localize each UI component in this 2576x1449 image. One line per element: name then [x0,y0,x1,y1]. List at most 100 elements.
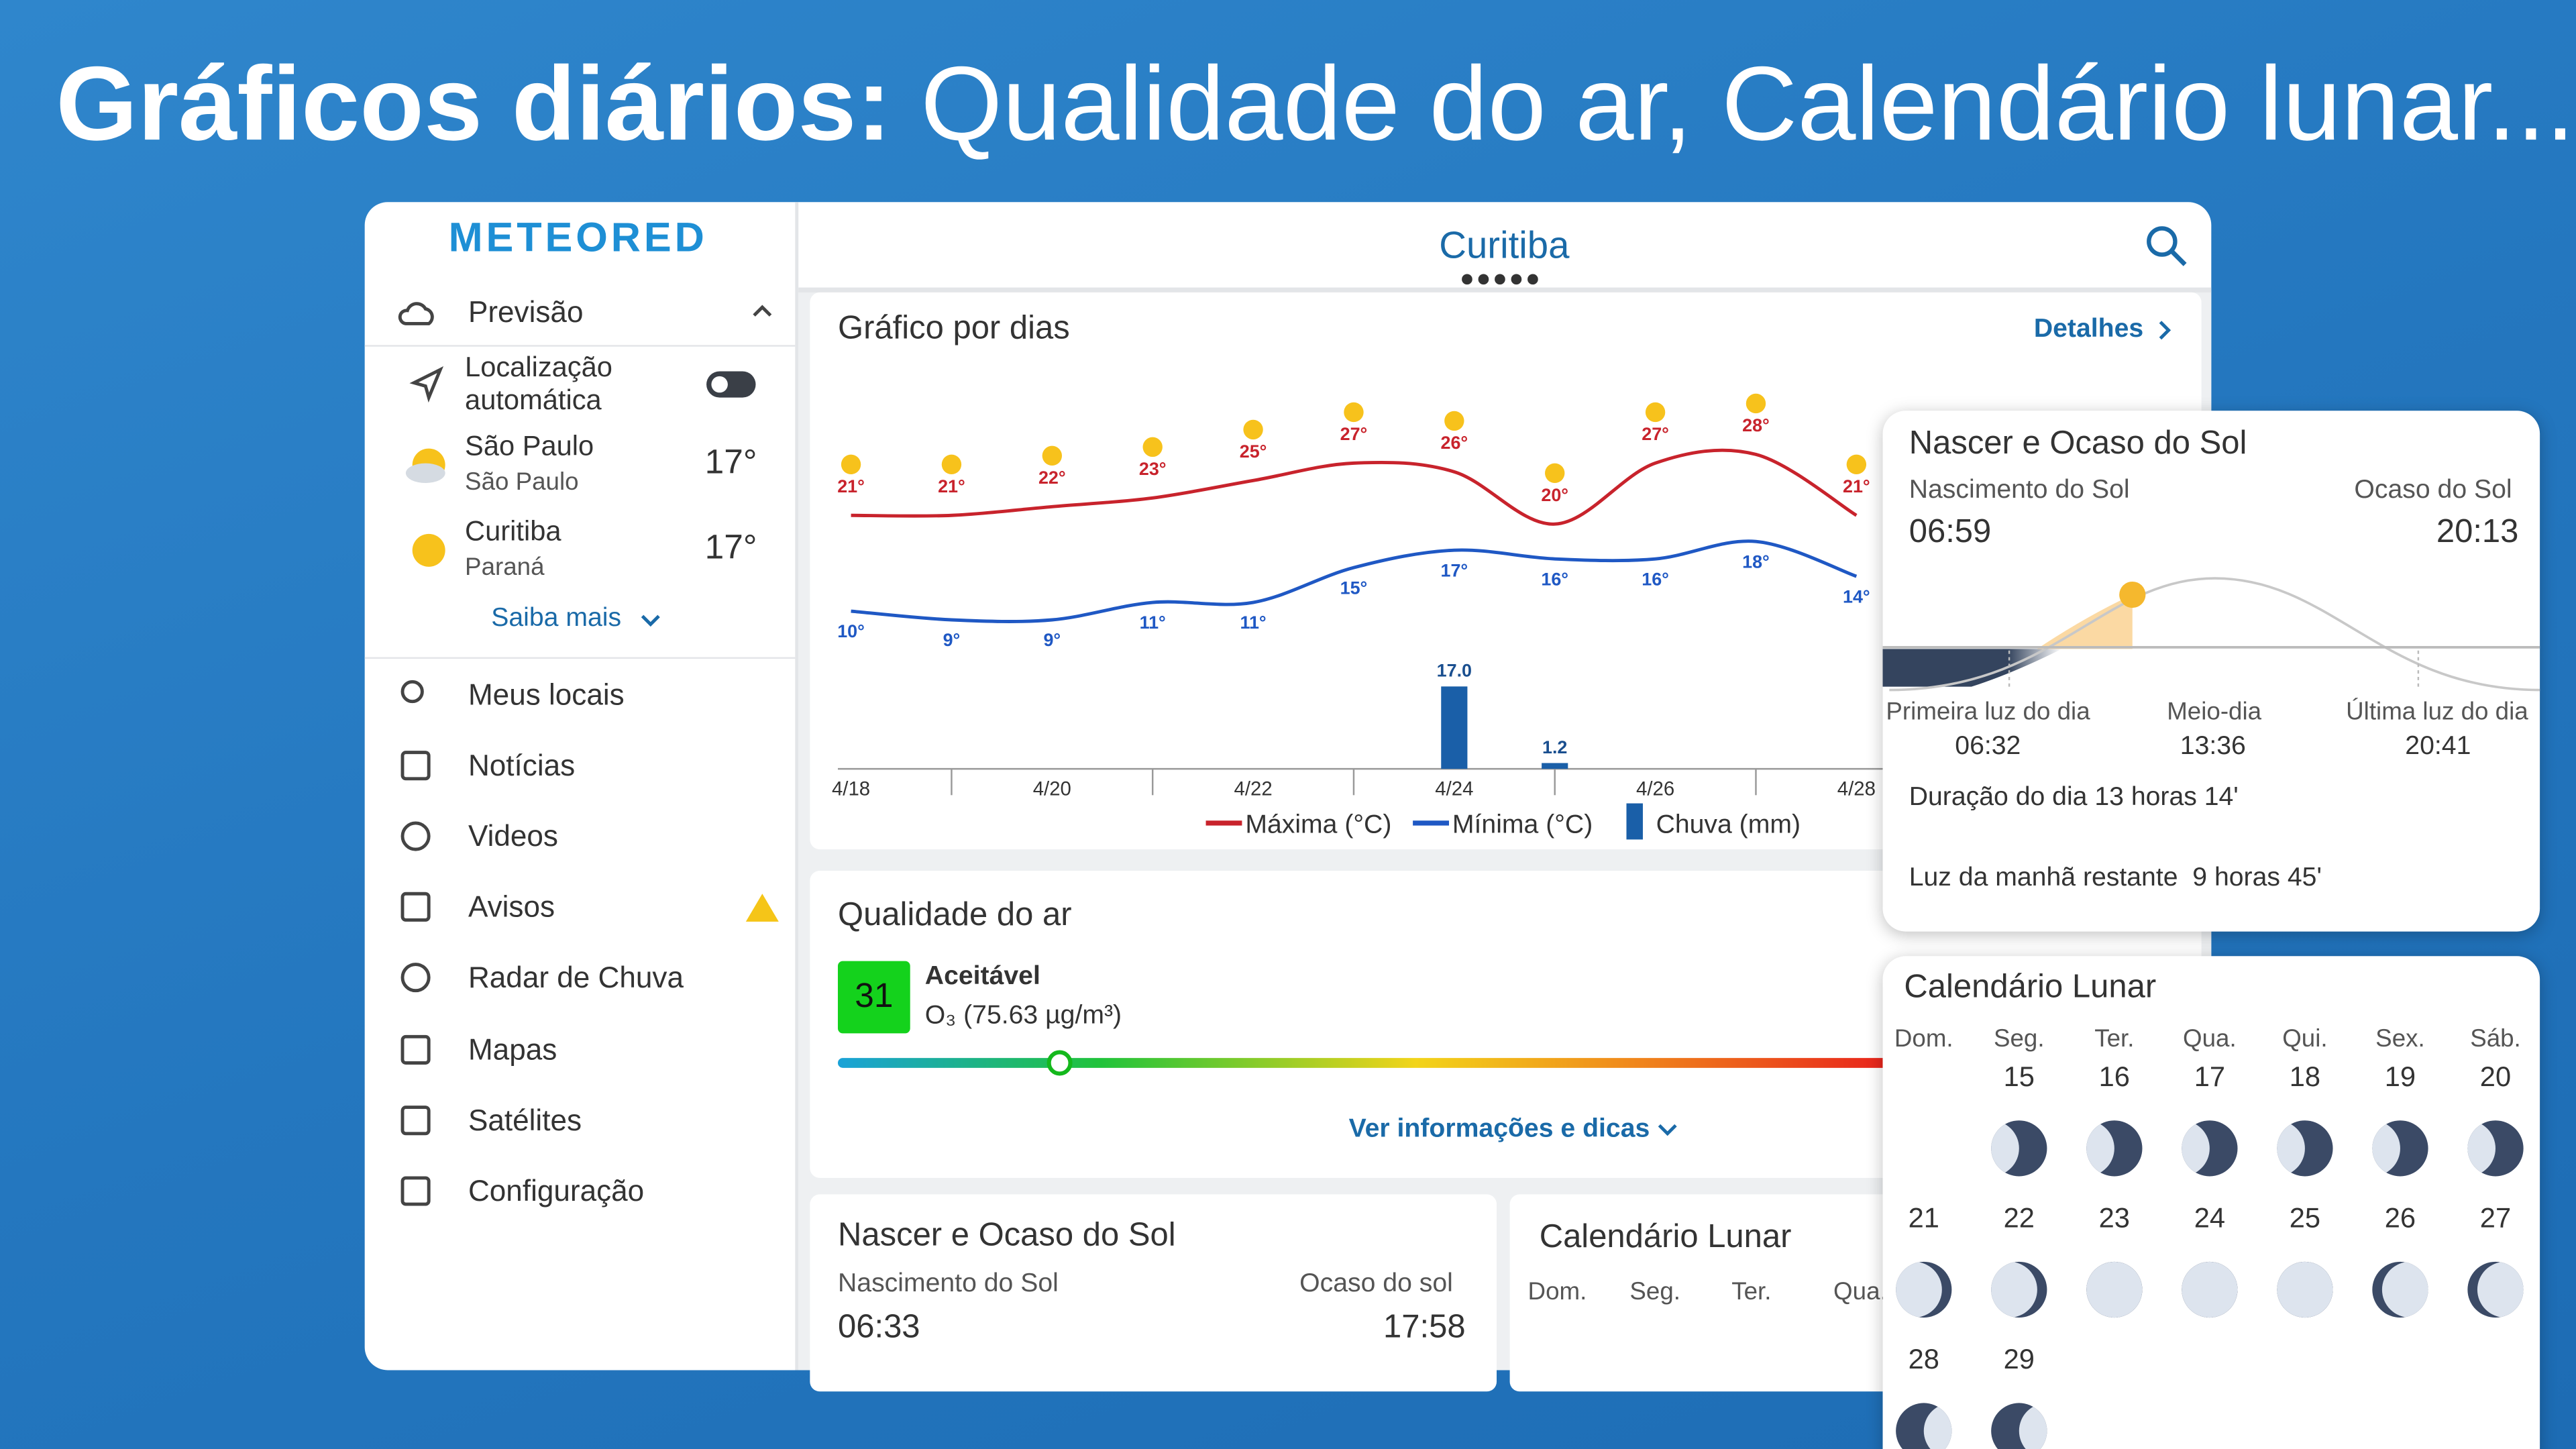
moon-lit [1896,1261,1942,1318]
value-label: 17.0 [1437,661,1472,681]
menu-item[interactable]: Meus locais [468,678,625,712]
sunrise-time: 06:59 [1909,514,1992,551]
moon-lit [2182,1261,2238,1318]
value-label: 22° [1038,468,1066,488]
moon-lit [2182,1120,2210,1177]
moon-lit [1991,1261,2037,1318]
first-light-label: Primeira luz do dia [1886,698,2090,727]
date: 25 [2289,1202,2321,1234]
weather-icon [841,454,861,475]
chevron-down[interactable] [1656,1120,1679,1140]
x-tick-label: 4/26 [1636,777,1674,800]
x-tick-label: 4/22 [1234,777,1272,800]
value-label: 23° [1139,459,1167,479]
weather-icon [1846,454,1867,475]
sidebar-border [795,202,799,1371]
weather-icon [405,448,445,484]
value-label: 10° [837,621,865,641]
date: 27 [2479,1202,2512,1234]
weekday: Dom. [1527,1278,1587,1306]
menu-item[interactable]: Satélites [468,1103,582,1136]
x-tick-label: 4/18 [832,777,870,800]
location-name[interactable]: São Paulo [465,430,594,462]
menu-item[interactable]: Configuração [468,1174,645,1208]
forecast-icon [398,302,434,325]
weekday: Sex. [2375,1025,2425,1053]
weekday: Ter. [2094,1025,2135,1053]
value-label: 1.2 [1542,737,1567,757]
search-button[interactable] [2144,223,2190,270]
weekday: Qua. [2183,1025,2237,1053]
icon-shape [400,892,431,922]
x-tick-label: 4/28 [1837,777,1876,800]
last-light-time: 20:41 [2405,733,2471,761]
sunrise-time: 06:33 [837,1309,920,1346]
menu-icon [400,1034,431,1064]
moon-lit [1923,1403,1952,1449]
moon-lit [2467,1120,2496,1177]
menu-icon [400,821,431,852]
air-link[interactable]: Ver informações e dicas [1348,1115,1650,1144]
auto-location-line: automática [465,384,602,416]
last-light-label: Última luz do dia [2346,698,2528,727]
divider [364,345,796,347]
icon-shape [400,1105,431,1135]
value-label: 21° [938,476,965,496]
date: 15 [2003,1061,2035,1093]
location-temp: 17° [704,443,757,482]
menu-item[interactable]: Notícias [468,749,576,782]
moon-lit [2019,1403,2047,1449]
legend-label: Chuva (mm) [1656,810,1801,839]
city[interactable]: Curitiba [1439,223,1570,266]
value-label: 16° [1642,569,1669,589]
value-label: 11° [1240,612,1266,633]
chart-title: Gráfico por dias [837,310,1070,347]
weekday: Seg. [1629,1278,1680,1306]
weather-icon [1243,419,1263,440]
weekday: Ter. [1731,1278,1772,1306]
location-icon [409,366,444,403]
chevron-down[interactable] [637,611,663,631]
weather-icon [1344,402,1364,423]
menu-item[interactable]: Mapas [468,1032,557,1066]
sunrise-label: Nascimento do Sol [1909,476,2130,504]
menu-icon [400,1105,431,1135]
daylight-area [2037,594,2133,649]
date: 26 [2384,1202,2416,1234]
chevron-up[interactable] [749,301,775,320]
moon-lit [2372,1120,2400,1177]
weather-icon [1746,393,1766,414]
air-marker [1046,1050,1073,1076]
value-label: 20° [1541,485,1568,505]
sun [412,533,445,567]
details-link[interactable]: Detalhes [2033,315,2144,343]
location-name[interactable]: Curitiba [465,515,561,547]
icon-shape [400,963,431,994]
value-label: 25° [1240,441,1267,462]
weather-icon [412,533,445,567]
menu-item[interactable]: Avisos [468,891,555,924]
logo[interactable]: METEORED [448,215,708,262]
x-tick-label: 4/20 [1033,777,1071,800]
weather-icon [1645,402,1666,423]
menu-item[interactable]: Videos [468,820,558,853]
toggle[interactable] [705,370,757,399]
value-label: 9° [1043,630,1061,650]
value-label: 26° [1440,433,1468,453]
value-label: 16° [1541,569,1568,589]
moon-lit [2086,1120,2114,1177]
air-pollutant: O₃ (75.63 µg/m³) [924,1002,1122,1030]
chevron-right[interactable] [2157,319,2174,341]
noon-label: Meio-dia [2167,698,2262,727]
forecast-label[interactable]: Previsão [468,295,584,329]
sunset-label: Ocaso do sol [1299,1270,1453,1298]
page-dots [1462,274,1538,285]
air-status: Aceitável [924,963,1040,991]
sunset-time: 17:58 [1383,1309,1466,1346]
rain-bar [1542,763,1568,769]
more-link[interactable]: Saiba mais [491,604,622,633]
menu-item[interactable]: Radar de Chuva [468,961,684,995]
